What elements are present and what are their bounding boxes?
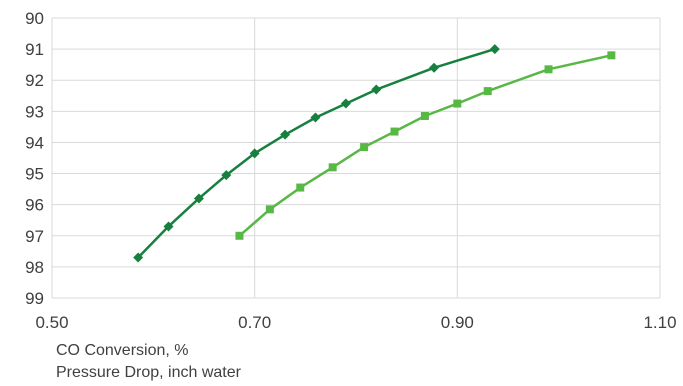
data-point-square — [420, 112, 429, 120]
data-point-square — [265, 205, 274, 214]
data-point-diamond — [249, 148, 260, 159]
data-point-diamond — [371, 84, 382, 95]
series-layer — [133, 44, 616, 263]
data-point-diamond — [340, 98, 351, 109]
x-tick-label: 0.50 — [35, 313, 68, 332]
data-point-square — [453, 99, 462, 108]
y-tick-label: 94 — [25, 133, 44, 152]
series-2-line — [238, 54, 612, 237]
y-tick-label: 90 — [25, 9, 44, 28]
x-axis-caption-secondary: Pressure Drop, inch water — [56, 364, 241, 381]
x-tick-label: 0.70 — [238, 313, 271, 332]
y-tick-label: 97 — [25, 227, 44, 246]
data-point-square — [483, 87, 492, 96]
x-tick-label: 1.10 — [643, 313, 676, 332]
gridlines — [51, 17, 661, 299]
data-point-diamond — [310, 112, 321, 123]
y-tick-label: 96 — [25, 196, 44, 215]
axis-labels: 90 91 92 93 94 95 96 97 98 99 0.50 0.70 0.90 1.10 — [25, 9, 676, 332]
data-point-square — [360, 143, 369, 152]
data-point-square — [390, 127, 399, 136]
data-point-square — [296, 183, 305, 192]
data-point-square — [544, 65, 553, 74]
y-tick-label: 99 — [25, 289, 44, 308]
data-point-diamond — [489, 44, 500, 55]
data-point-diamond — [133, 252, 144, 263]
data-point-square — [328, 163, 337, 172]
data-point-diamond — [193, 193, 204, 204]
data-point-diamond — [163, 221, 174, 232]
x-axis-caption: CO Conversion, % — [56, 342, 189, 359]
series-1 — [133, 44, 500, 263]
data-point-diamond — [280, 129, 291, 140]
data-point-square — [235, 231, 244, 240]
series-2 — [235, 51, 616, 240]
data-point-diamond — [221, 170, 232, 181]
y-tick-label: 95 — [25, 165, 44, 184]
chart: 90 91 92 93 94 95 96 97 98 99 0.50 0.70 0.90 1.10 — [25, 9, 676, 332]
y-tick-label: 93 — [25, 102, 44, 121]
y-tick-label: 91 — [25, 40, 44, 59]
y-tick-label: 98 — [25, 258, 44, 277]
x-tick-label: 0.90 — [441, 313, 474, 332]
y-tick-label: 92 — [25, 71, 44, 90]
data-point-square — [607, 51, 616, 60]
data-point-diamond — [429, 62, 440, 73]
